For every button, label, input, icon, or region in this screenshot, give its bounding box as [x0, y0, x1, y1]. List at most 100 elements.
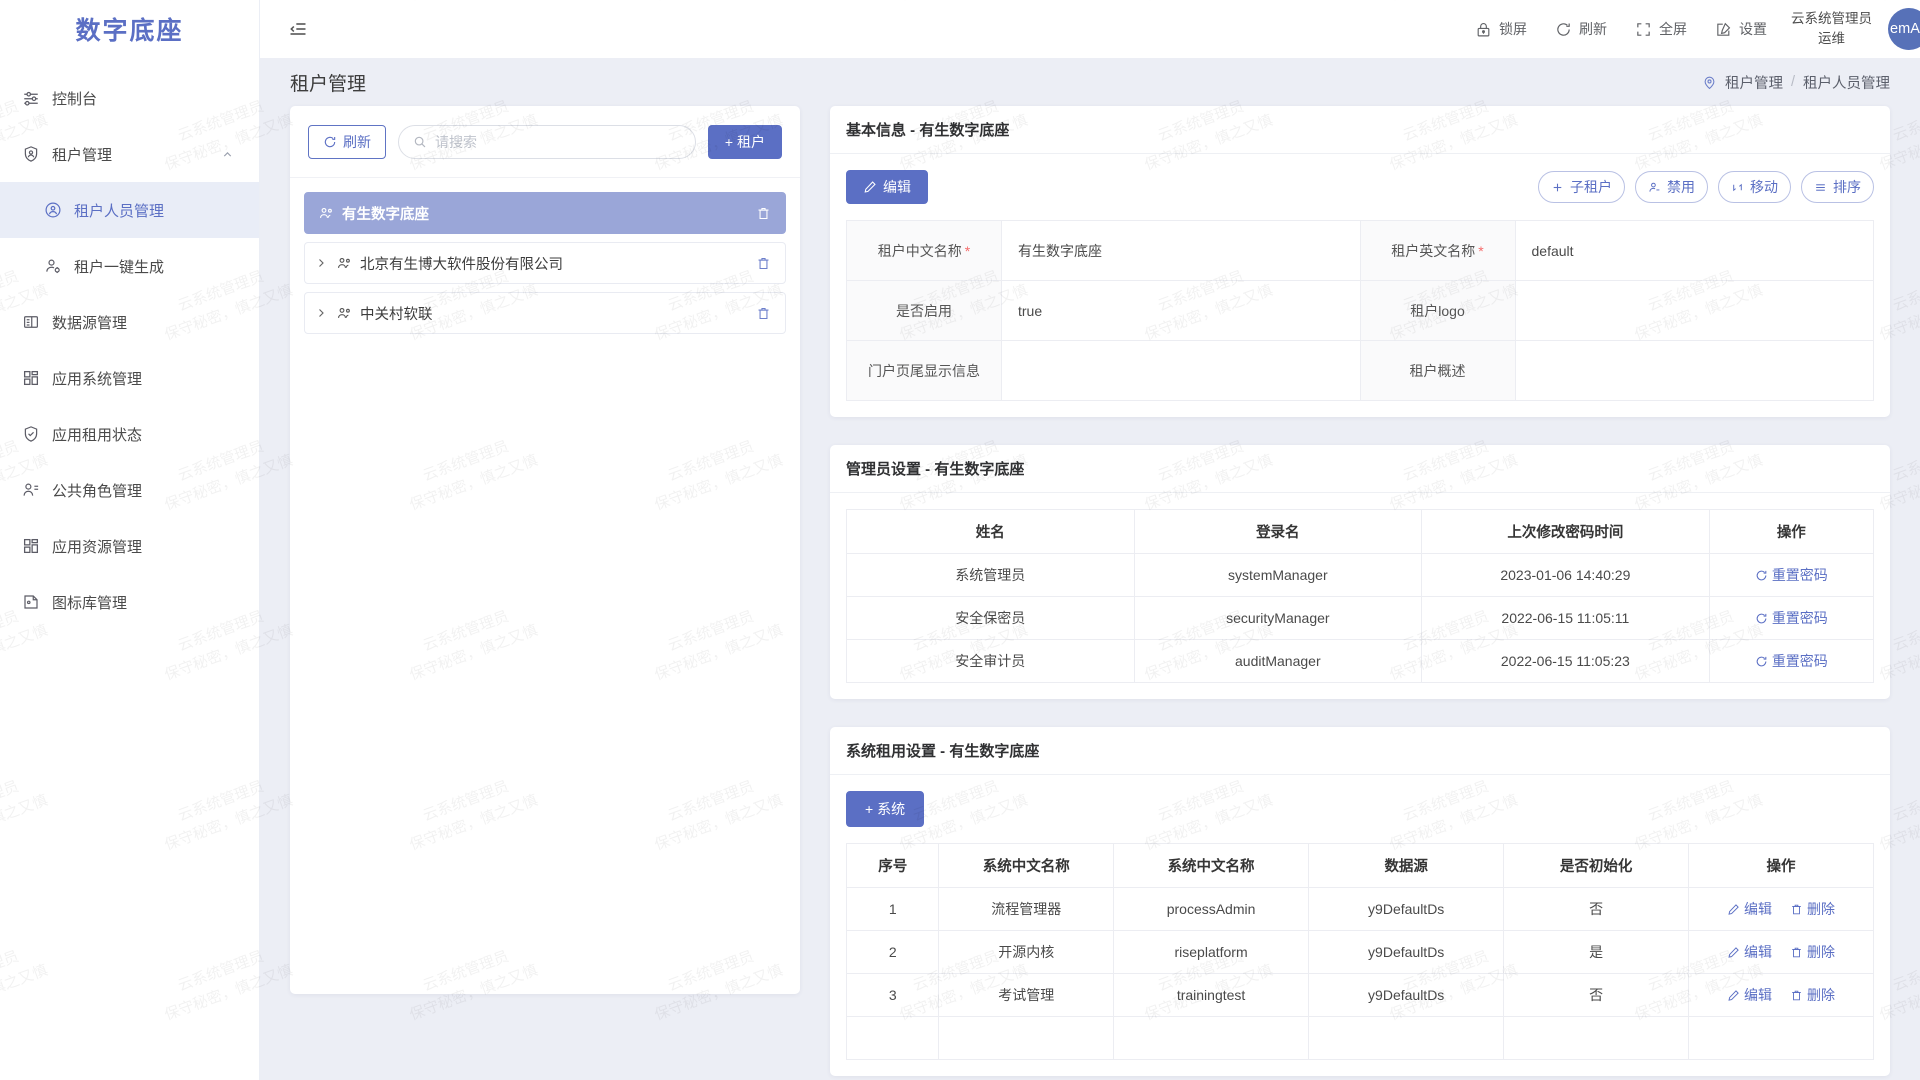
sidebar-item-app-resource[interactable]: 应用资源管理: [0, 518, 259, 574]
basic-info-title: 基本信息 - 有生数字底座: [830, 106, 1890, 154]
cell-cn-name: 开源内核: [938, 930, 1114, 974]
system-rental-title: 系统租用设置 - 有生数字底座: [830, 727, 1890, 775]
refresh-button[interactable]: 刷新: [1541, 9, 1621, 49]
cell-cn-name: [938, 1016, 1114, 1060]
delete-row-label: 删除: [1807, 944, 1836, 960]
search-box[interactable]: [398, 124, 696, 159]
row-actions: 编辑 删除: [1727, 899, 1835, 919]
field-value: [1514, 280, 1874, 341]
search-input[interactable]: [435, 133, 681, 150]
edit-button[interactable]: 编辑: [846, 170, 928, 204]
pencil-icon: [863, 180, 877, 194]
menu-fold-icon[interactable]: [280, 11, 316, 47]
sidebar-item-label: 租户管理: [52, 146, 113, 164]
refresh-icon: [1755, 612, 1768, 625]
admin-settings-panel: 管理员设置 - 有生数字底座 姓名 登录名 上次修改密码时间 操作: [830, 445, 1890, 699]
avatar[interactable]: emAd: [1888, 8, 1920, 50]
delete-icon[interactable]: [756, 256, 771, 271]
column-header: 序号: [845, 843, 940, 888]
delete-icon[interactable]: [756, 206, 771, 221]
sidebar-item-datasource[interactable]: 数据源管理: [0, 294, 259, 350]
system-rental-table: 序号 系统中文名称 系统中文名称 数据源 是否初始化 操作: [845, 843, 1874, 1060]
sidebar-item-tenant-management[interactable]: 租户管理: [0, 126, 259, 182]
refresh-icon: [1755, 655, 1768, 668]
sidebar-item-app-system[interactable]: 应用系统管理: [0, 350, 259, 406]
delete-row-button[interactable]: 删除: [1790, 985, 1835, 1005]
table-row: 3 考试管理 trainingtest y9DefaultDs 否: [845, 973, 1874, 1017]
current-user[interactable]: 云系统管理员 运维: [1781, 9, 1888, 48]
add-system-button[interactable]: + 系统: [846, 791, 925, 827]
reset-password-button[interactable]: 重置密码: [1755, 565, 1828, 585]
chevron-right-icon[interactable]: [315, 257, 329, 269]
tree-node-item[interactable]: 中关村软联: [304, 292, 786, 334]
breadcrumb-item-1[interactable]: 租户管理: [1724, 75, 1783, 92]
table-row: 安全保密员 securityManager 2022-06-15 11:05:1…: [846, 596, 1875, 640]
column-header: 数据源: [1308, 843, 1505, 888]
pencil-icon: [1727, 946, 1740, 959]
top-action-label: 设置: [1739, 21, 1767, 37]
delete-icon[interactable]: [756, 306, 771, 321]
breadcrumb-item-2[interactable]: 租户人员管理: [1803, 75, 1890, 92]
refresh-icon: [1555, 21, 1572, 38]
move-button[interactable]: 移动: [1718, 171, 1791, 203]
cell-action: 重置密码: [1708, 639, 1875, 683]
grid-apps-icon: [22, 537, 52, 555]
page-header: 租户管理 租户管理 / 租户人员管理: [260, 58, 1920, 106]
sort-button[interactable]: 排序: [1801, 171, 1874, 203]
move-button-label: 移动: [1750, 179, 1778, 195]
fullscreen-button[interactable]: 全屏: [1621, 9, 1701, 49]
tree-node-root[interactable]: 有生数字底座: [304, 192, 786, 234]
settings-button[interactable]: 设置: [1701, 9, 1781, 49]
edit-row-label: 编辑: [1744, 987, 1773, 1003]
edit-row-button[interactable]: 编辑: [1727, 899, 1772, 919]
breadcrumb: 租户管理 / 租户人员管理: [1702, 72, 1890, 93]
shield-user-icon: [22, 145, 52, 163]
trash-icon: [1790, 946, 1803, 959]
tree-node-label: 有生数字底座: [342, 206, 429, 223]
sidebar-item-app-rental-status[interactable]: 应用租用状态: [0, 406, 259, 462]
column-header: 是否初始化: [1503, 843, 1690, 888]
reset-password-button[interactable]: 重置密码: [1755, 608, 1828, 628]
disable-button[interactable]: 禁用: [1635, 171, 1708, 203]
cell-datasource: [1308, 1016, 1505, 1060]
topbar: 锁屏 刷新 全屏: [260, 0, 1920, 58]
edit-row-label: 编辑: [1744, 901, 1773, 917]
sidebar-item-console[interactable]: 控制台: [0, 70, 259, 126]
sidebar-item-icon-library[interactable]: 图标库管理: [0, 574, 259, 630]
settings-edit-icon: [1715, 21, 1732, 38]
field-label: 租户中文名称 *: [846, 220, 1002, 281]
table-row: [845, 1016, 1874, 1060]
edit-row-button[interactable]: 编辑: [1727, 942, 1772, 962]
add-subtenant-label: 子租户: [1570, 179, 1612, 195]
column-header: 系统中文名称: [938, 843, 1114, 888]
tenant-icon: [319, 206, 334, 221]
delete-row-button[interactable]: 删除: [1790, 942, 1835, 962]
basic-info-table: 租户中文名称 * 有生数字底座 租户英文名称 * default 是否启用 true…: [846, 220, 1874, 401]
lock-screen-button[interactable]: 锁屏: [1461, 9, 1541, 49]
edit-row-label: 编辑: [1744, 944, 1773, 960]
refresh-tree-button[interactable]: 刷新: [308, 124, 386, 159]
cell-datasource: y9DefaultDs: [1308, 930, 1505, 974]
chevron-up-icon[interactable]: [221, 148, 237, 161]
chevron-right-icon[interactable]: [315, 307, 329, 319]
cell-login: securityManager: [1133, 596, 1423, 640]
sidebar-item-public-role[interactable]: 公共角色管理: [0, 462, 259, 518]
field-label: 是否启用: [846, 280, 1002, 341]
sidebar-item-tenant-generate[interactable]: 租户一键生成: [0, 238, 259, 294]
add-subtenant-button[interactable]: 子租户: [1538, 171, 1625, 203]
sidebar-item-label: 数据源管理: [52, 314, 128, 332]
reset-password-button[interactable]: 重置密码: [1755, 651, 1828, 671]
field-value: 有生数字底座: [1001, 220, 1361, 281]
basic-info-body: 编辑: [830, 154, 1890, 417]
sidebar-item-label: 控制台: [52, 90, 98, 108]
edit-row-button[interactable]: 编辑: [1727, 985, 1772, 1005]
grid-apps-icon: [22, 369, 52, 387]
delete-row-button[interactable]: 删除: [1790, 899, 1835, 919]
sidebar-item-label: 公共角色管理: [52, 482, 143, 500]
user-name-line1: 云系统管理员: [1791, 11, 1872, 27]
sidebar-item-tenant-personnel[interactable]: 租户人员管理: [0, 182, 259, 238]
tree-node-item[interactable]: 北京有生博大软件股份有限公司: [304, 242, 786, 284]
required-star: *: [964, 242, 971, 259]
move-icon: [1731, 181, 1744, 194]
add-tenant-button[interactable]: + 租户: [707, 124, 782, 159]
